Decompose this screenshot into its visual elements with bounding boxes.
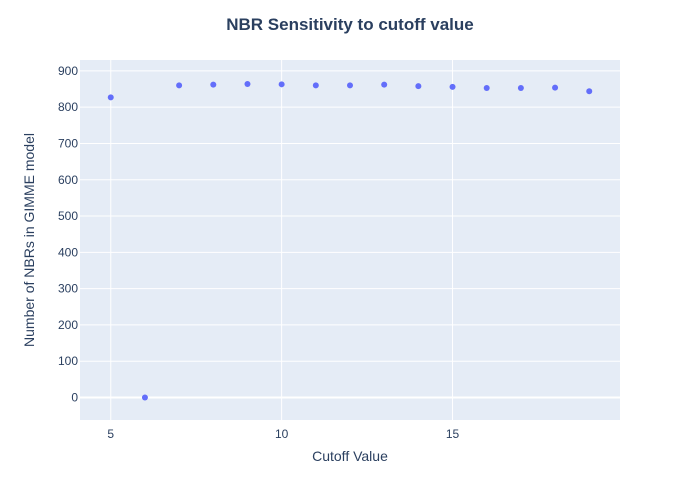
y-grid-lines <box>80 70 620 362</box>
y-tick-label: 700 <box>58 136 78 150</box>
y-tick-label: 300 <box>58 282 78 296</box>
x-tick-label: 10 <box>275 427 289 441</box>
data-point <box>415 83 422 90</box>
data-point <box>552 84 559 91</box>
x-grid-lines <box>110 60 454 420</box>
y-tick-label: 400 <box>58 245 78 259</box>
data-point <box>278 81 285 88</box>
data-point <box>176 82 183 89</box>
data-points <box>107 80 593 401</box>
y-tick-label: 200 <box>58 318 78 332</box>
data-point <box>381 81 388 88</box>
chart-title: NBR Sensitivity to cutoff value <box>226 15 473 34</box>
data-point <box>347 82 353 89</box>
y-tick-label: 0 <box>71 391 78 405</box>
data-point <box>244 80 251 87</box>
y-axis-label: Number of NBRs in GIMME model <box>21 133 37 347</box>
x-tick-label: 5 <box>107 427 114 441</box>
x-axis-label: Cutoff Value <box>312 448 388 464</box>
y-tick-label: 600 <box>58 173 78 187</box>
data-point <box>141 394 148 401</box>
data-point <box>483 84 490 91</box>
data-point <box>107 94 114 101</box>
y-tick-label: 800 <box>58 100 78 114</box>
data-point <box>449 83 456 90</box>
y-tick-labels: 0 100 200 300 400 500 600 700 800 900 <box>58 64 78 405</box>
x-tick-label: 15 <box>446 427 460 441</box>
data-point <box>210 81 217 88</box>
data-point <box>586 88 593 95</box>
x-tick-labels: 5 10 15 <box>107 427 459 441</box>
y-tick-label: 100 <box>58 354 78 368</box>
data-point <box>517 84 524 91</box>
plot-area <box>80 60 620 420</box>
y-tick-label: 900 <box>58 64 78 78</box>
y-tick-label: 500 <box>58 209 78 223</box>
data-point <box>312 82 319 89</box>
